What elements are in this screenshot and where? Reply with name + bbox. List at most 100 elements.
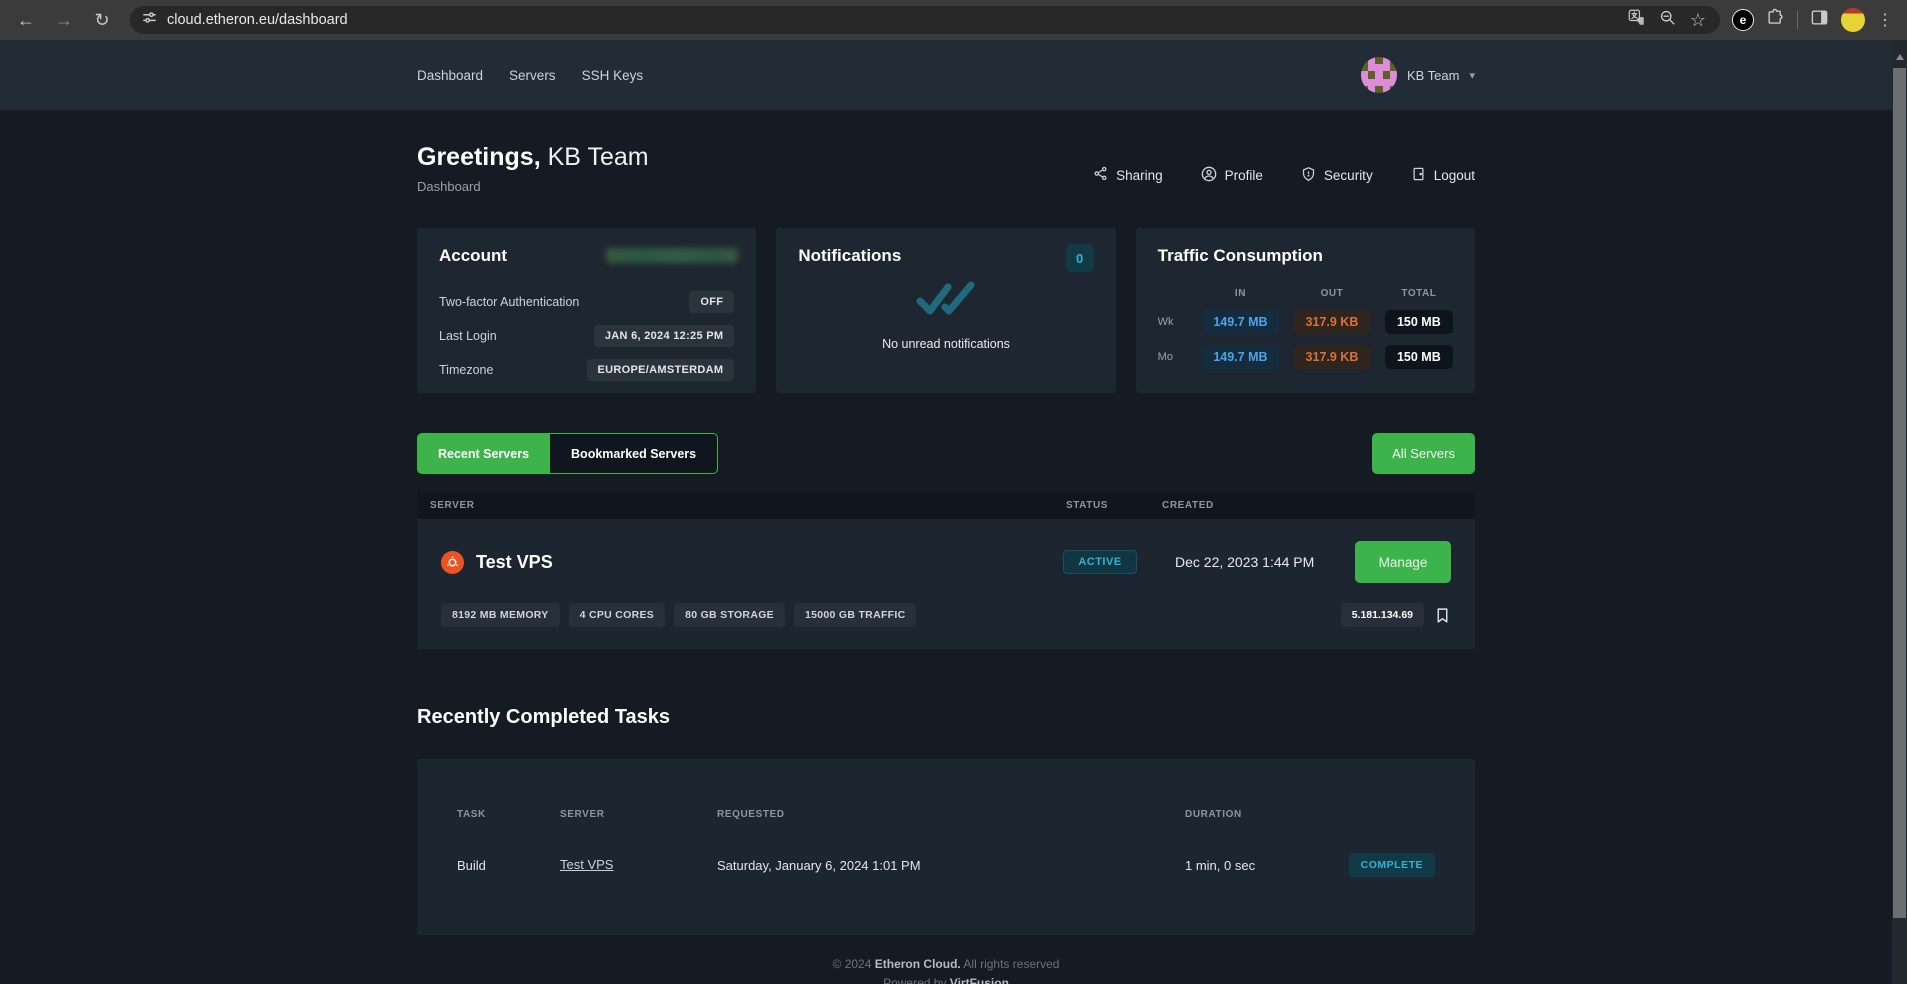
created-col-header: CREATED (1162, 500, 1214, 511)
traffic-card: Traffic Consumption IN OUT TOTAL Wk 149.… (1135, 228, 1475, 393)
account-row-timezone: Timezone EUROPE/AMSTERDAM (439, 358, 735, 382)
zoom-out-icon[interactable] (1659, 9, 1676, 31)
server-table-header: SERVER STATUS CREATED (417, 492, 1475, 519)
translate-icon[interactable] (1628, 9, 1645, 31)
nav-link-ssh-keys[interactable]: SSH Keys (581, 67, 644, 83)
server-col-header: SERVER (430, 500, 475, 511)
nav-link-servers[interactable]: Servers (509, 67, 556, 83)
profile-label: Profile (1224, 167, 1263, 183)
virtfusion-link[interactable]: VirtFusion (949, 976, 1009, 984)
copyright-line: © 2024 Etheron Cloud. All rights reserve… (832, 957, 1060, 971)
shield-icon (1301, 166, 1316, 185)
brand-name: Etheron Cloud. (874, 957, 961, 971)
task-status-badge: COMPLETE (1348, 853, 1435, 877)
side-panel-icon[interactable] (1810, 8, 1829, 32)
account-row-2fa: Two-factor Authentication OFF (439, 290, 735, 314)
requested-col-header: REQUESTED (717, 809, 785, 820)
site-navbar: Dashboard Servers SSH Keys KB Team ▾ (0, 40, 1892, 110)
logout-icon (1411, 166, 1426, 185)
browser-menu-icon[interactable]: ⋮ (1877, 12, 1893, 29)
user-avatar (1360, 57, 1397, 93)
breadcrumb: Dashboard (417, 179, 481, 194)
account-card-title: Account (439, 246, 507, 265)
extensions-icon[interactable] (1766, 8, 1785, 32)
task-name: Build (457, 857, 486, 873)
task-requested: Saturday, January 6, 2024 1:01 PM (717, 857, 921, 873)
scroll-up-arrow-icon[interactable] (1895, 54, 1904, 60)
user-name: KB Team (1406, 67, 1460, 83)
duration-col-header: DURATION (1185, 809, 1242, 820)
address-bar[interactable]: cloud.etheron.eu/dashboard ☆ (130, 6, 1720, 34)
task-row: Build Test VPS Saturday, January 6, 2024… (457, 853, 1435, 877)
bookmark-star-icon[interactable]: ☆ (1689, 10, 1706, 30)
traffic-month-total: 150 MB (1384, 345, 1453, 369)
redacted-email-badge (606, 248, 739, 263)
account-card: Account Two-factor Authentication OFF La… (417, 228, 757, 393)
last-login-label: Last Login (439, 329, 497, 343)
page-title: Greetings, KB Team (417, 143, 649, 171)
account-row-last-login: Last Login JAN 6, 2024 12:25 PM (439, 324, 735, 348)
powered-by-line: Powered by VirtFusion (417, 974, 1475, 984)
nav-link-dashboard[interactable]: Dashboard (417, 67, 484, 83)
cpu-spec-badge: 4 CPU CORES (568, 603, 666, 627)
traffic-week-in: 149.7 MB (1201, 310, 1280, 334)
server-row: Test VPS ACTIVE Dec 22, 2023 1:44 PM Man… (417, 519, 1475, 649)
traffic-week-total: 150 MB (1384, 310, 1453, 334)
timezone-value-badge: EUROPE/AMSTERDAM (586, 359, 735, 381)
site-info-icon[interactable] (142, 10, 157, 30)
forward-icon: → (55, 9, 73, 30)
site-favicon-icon[interactable]: e (1732, 9, 1754, 31)
traffic-row-month-label: Mo (1157, 351, 1173, 363)
traffic-col-out: OUT (1320, 288, 1344, 299)
double-check-icon (915, 280, 977, 323)
traffic-week-out: 317.9 KB (1293, 310, 1371, 334)
traffic-col-total: TOTAL (1401, 288, 1437, 299)
logout-link[interactable]: Logout (1411, 156, 1475, 194)
logout-label: Logout (1433, 167, 1475, 183)
chevron-down-icon: ▾ (1469, 69, 1475, 82)
profile-link[interactable]: Profile (1201, 156, 1263, 194)
no-notifications-text: No unread notifications (882, 337, 1010, 351)
traffic-month-in: 149.7 MB (1201, 345, 1280, 369)
toolbar-divider (1797, 11, 1798, 29)
tab-recent-servers[interactable]: Recent Servers (417, 433, 551, 474)
bookmark-icon[interactable] (1434, 606, 1451, 625)
notifications-card: Notifications 0 No unread notifications (776, 228, 1116, 393)
task-col-header: TASK (457, 809, 486, 820)
server-name[interactable]: Test VPS (476, 551, 553, 572)
security-link[interactable]: Security (1301, 156, 1373, 194)
status-col-header: STATUS (1065, 500, 1109, 511)
person-icon (1201, 166, 1217, 185)
user-menu[interactable]: KB Team ▾ (1360, 57, 1475, 93)
manage-button[interactable]: Manage (1355, 541, 1451, 583)
all-servers-button[interactable]: All Servers (1372, 433, 1475, 474)
reload-icon: ↻ (94, 9, 110, 30)
tasks-table-header: TASK SERVER REQUESTED DURATION (457, 809, 1435, 820)
ubuntu-os-icon (441, 550, 464, 574)
2fa-value-badge: OFF (689, 291, 735, 313)
tab-bookmarked-servers[interactable]: Bookmarked Servers (550, 433, 719, 474)
page-scrollbar[interactable] (1892, 40, 1907, 984)
notifications-count-badge: 0 (1065, 244, 1094, 272)
task-server-col-header: SERVER (560, 809, 605, 820)
traffic-col-in: IN (1234, 288, 1246, 299)
2fa-label: Two-factor Authentication (439, 295, 580, 309)
storage-spec-badge: 80 GB STORAGE (674, 603, 785, 627)
browser-profile-avatar[interactable] (1841, 8, 1865, 32)
url-text: cloud.etheron.eu/dashboard (167, 12, 348, 28)
memory-spec-badge: 8192 MB MEMORY (441, 603, 560, 627)
server-ip-badge: 5.181.134.69 (1340, 603, 1424, 627)
traffic-row-week-label: Wk (1157, 316, 1174, 328)
last-login-value-badge: JAN 6, 2024 12:25 PM (593, 325, 735, 347)
reload-button[interactable]: ↻ (86, 4, 118, 36)
traffic-spec-badge: 15000 GB TRAFFIC (793, 603, 917, 627)
tasks-section-title: Recently Completed Tasks (417, 706, 671, 728)
sharing-link[interactable]: Sharing (1093, 156, 1163, 194)
notifications-card-title: Notifications (798, 246, 902, 265)
forward-button[interactable]: → (48, 4, 80, 36)
back-button[interactable]: ← (10, 4, 42, 36)
task-server-link[interactable]: Test VPS (560, 857, 614, 872)
share-icon (1093, 166, 1108, 184)
server-status-badge: ACTIVE (1063, 550, 1137, 574)
scrollbar-thumb[interactable] (1893, 68, 1906, 918)
